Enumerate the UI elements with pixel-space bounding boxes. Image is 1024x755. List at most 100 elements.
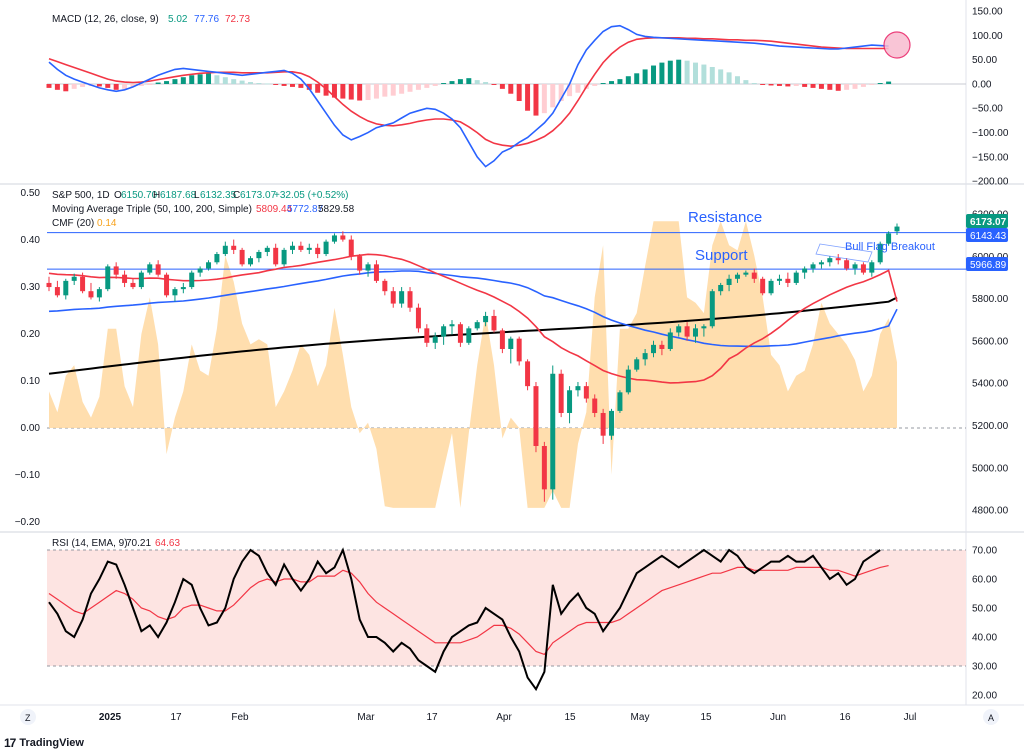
auto-scale-button[interactable]	[983, 709, 999, 725]
candle-body	[693, 328, 698, 337]
macd-hist-bar	[105, 84, 111, 88]
macd-hist-bar	[71, 84, 77, 89]
ohlc-change: +32.05 (+0.52%)	[274, 190, 349, 201]
macd-hist-bar	[567, 84, 573, 97]
macd-hist-bar	[189, 75, 195, 84]
macd-hist-bar	[399, 84, 405, 94]
macd-hist-bar	[441, 83, 447, 84]
candle-body	[483, 315, 489, 323]
candle-body	[331, 235, 337, 242]
candle-body	[222, 245, 228, 255]
candle-body	[54, 287, 60, 296]
macd-axis-tick: 50.00	[972, 55, 997, 66]
macd-hist-bar	[860, 84, 866, 87]
last-price-text: 6173.07	[970, 217, 1007, 228]
macd-hist-bar	[449, 81, 455, 84]
ma100-line	[48, 270, 898, 348]
candle-body	[508, 338, 514, 349]
candle-body	[197, 268, 203, 273]
macd-hist-bar	[466, 78, 472, 84]
macd-hist-bar	[331, 84, 337, 98]
timezone-button-label: Z	[25, 713, 31, 723]
candle-body	[172, 289, 178, 296]
macd-hist-bar	[231, 79, 237, 84]
auto-scale-button-label: A	[988, 713, 994, 723]
candle-body	[88, 291, 94, 298]
macd-hist-bar	[147, 84, 153, 85]
candle-body	[130, 282, 136, 288]
brand-name: TradingView	[19, 737, 84, 749]
macd-hist-bar	[751, 83, 757, 84]
bull-flag-annotation: Bull Flag Breakout	[845, 241, 935, 253]
macd-axis-tick: 0.00	[972, 79, 992, 90]
macd-hist-bar	[852, 84, 858, 89]
macd-hist-bar	[508, 84, 514, 94]
macd-hist-bar	[239, 80, 245, 84]
candle-body	[315, 247, 321, 255]
candle-body	[525, 361, 531, 387]
candle-body	[499, 330, 505, 349]
price-axis-tick: 5000.00	[972, 463, 1009, 474]
macd-hist-bar	[365, 84, 371, 101]
macd-hist-bar	[651, 65, 657, 84]
candle-body	[583, 386, 589, 399]
candle-body	[365, 264, 371, 271]
rsi-line	[48, 547, 881, 692]
cmf-axis-tick: −0.20	[15, 517, 41, 528]
candle-body	[600, 412, 606, 436]
ohlc-l: 6132.35	[200, 190, 237, 201]
macd-hist-bar	[214, 75, 220, 84]
macd-hist-bar	[760, 84, 766, 85]
resistance-price-text: 6143.43	[970, 231, 1007, 242]
macd-hist-bar	[693, 62, 698, 84]
macd-axis[interactable]: 150.00 100.00 50.00 0.00 −50.00 −100.00 −150.0…	[972, 7, 1009, 188]
candle-body	[567, 390, 573, 413]
macd-hist-bar	[802, 84, 808, 87]
support-price-text: 5966.89	[970, 260, 1007, 271]
candle-body	[676, 326, 682, 333]
macd-histogram	[46, 59, 892, 116]
candle-body	[281, 249, 287, 265]
ohlc-l-label: L	[194, 190, 200, 201]
candle-body	[558, 373, 564, 413]
candle-body	[860, 264, 866, 273]
candle-body	[46, 282, 52, 288]
candle-body	[734, 274, 740, 279]
rsi-axis[interactable]: 70.00 60.00 50.00 40.00 30.00 20.00	[972, 546, 997, 702]
macd-hist-bar	[424, 84, 430, 88]
candle-body	[122, 274, 128, 283]
macd-hist-bar	[818, 84, 824, 89]
macd-hist-bar	[709, 66, 715, 84]
macd-title: MACD (12, 26, close, 9)	[52, 14, 159, 25]
macd-hist-value: 5.02	[168, 14, 188, 25]
rsi-title: RSI (14, EMA, 9)	[52, 538, 128, 549]
price-axis-tick: 5600.00	[972, 336, 1009, 347]
macd-hist-bar	[793, 84, 799, 86]
candle-body	[373, 264, 379, 281]
macd-hist-bar	[96, 84, 102, 87]
candle-body	[835, 258, 841, 261]
macd-hist-bar	[525, 84, 531, 111]
rsi-axis-tick: 40.00	[972, 633, 997, 644]
candle-body	[466, 328, 472, 343]
macd-hist-bar	[575, 84, 581, 93]
macd-hist-bar	[625, 76, 631, 84]
time-axis-label: May	[631, 712, 650, 723]
candle-body	[718, 284, 724, 292]
macd-hist-bar	[357, 84, 363, 101]
candle-body	[609, 410, 615, 436]
time-axis[interactable]: 2025 17 Feb Mar 17 Apr 15 May 15 Jun 16 Jul	[99, 712, 917, 723]
time-axis-label: 15	[564, 712, 576, 723]
candle-body	[634, 359, 640, 370]
candle-body	[550, 373, 556, 490]
candle-body	[793, 272, 799, 283]
macd-hist-bar	[306, 84, 312, 90]
macd-hist-bar	[734, 76, 740, 84]
macd-hist-bar	[113, 84, 119, 90]
candle-body	[491, 315, 497, 331]
macd-hist-bar	[340, 84, 346, 99]
ohlc-h: 6187.68	[160, 190, 197, 201]
timezone-button[interactable]	[20, 709, 36, 725]
price-axis[interactable]: 6200.006000.005800.005600.005400.005200.…	[972, 210, 1009, 517]
macd-axis-tick: −100.00	[972, 128, 1009, 139]
